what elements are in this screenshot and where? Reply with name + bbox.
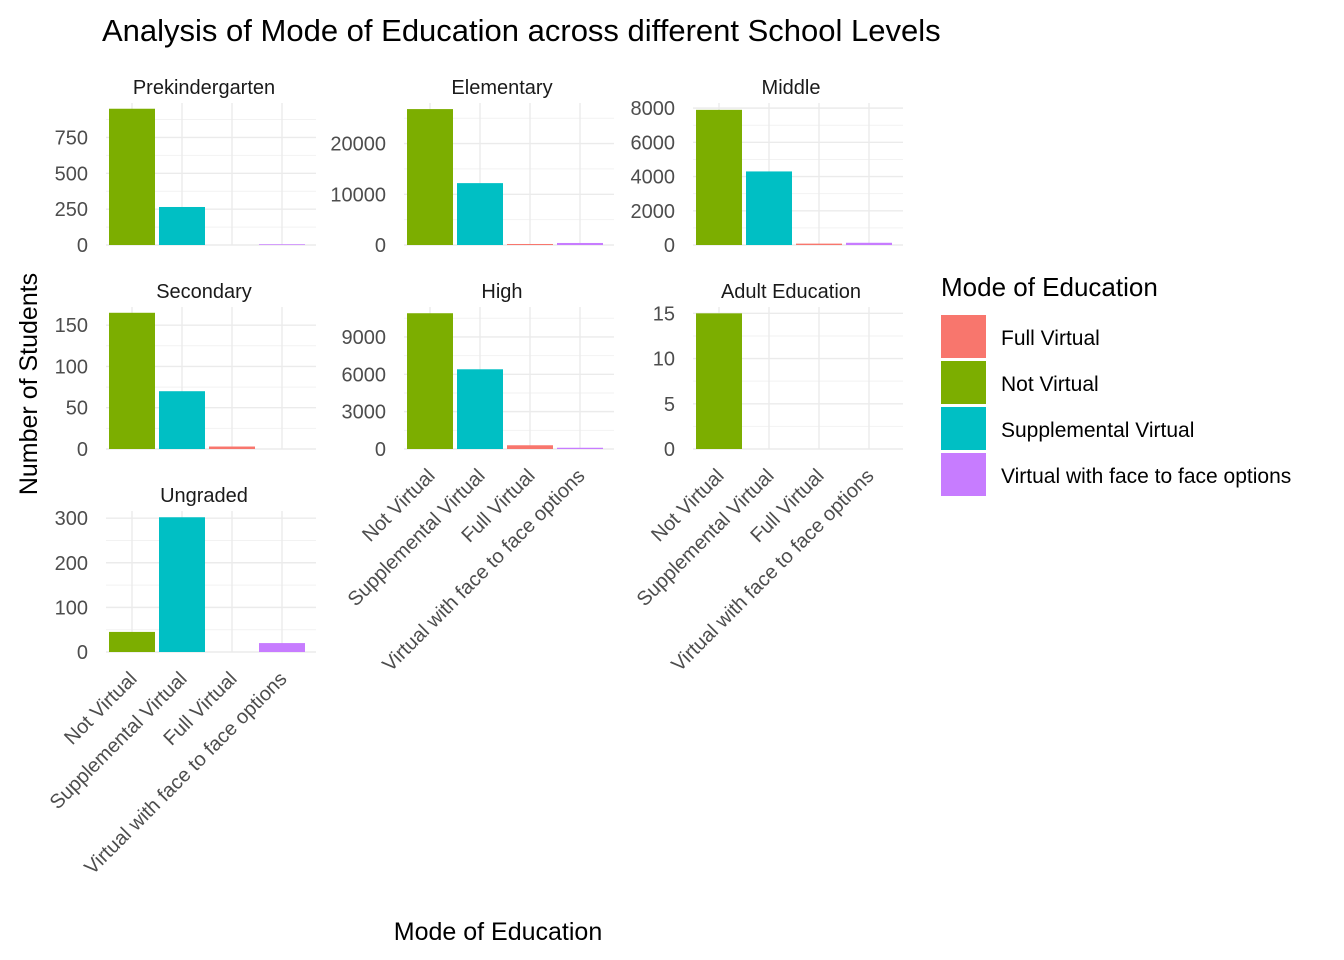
x-axis-title: Mode of Education: [394, 918, 602, 946]
legend-swatch-virtual-with-face-to-face-options: [941, 453, 986, 496]
legend-label: Virtual with face to face options: [1001, 465, 1291, 488]
y-tick-label: 8000: [631, 98, 676, 120]
y-tick-label: 250: [55, 199, 88, 221]
bar-not-virtual: [696, 313, 742, 449]
legend-title: Mode of Education: [941, 272, 1158, 302]
y-tick-label: 300: [55, 508, 88, 530]
bar-virtual-with-face-to-face-options: [259, 643, 305, 652]
bar-virtual-with-face-to-face-options: [846, 242, 892, 245]
y-tick-label: 3000: [342, 402, 387, 424]
bar-full-virtual: [507, 445, 553, 449]
bar-supplemental-virtual: [457, 183, 503, 245]
bar-not-virtual: [696, 109, 742, 245]
facet-panels: Prekindergarten0250500750Elementary01000…: [46, 77, 903, 879]
facet-prekindergarten: Prekindergarten 0 250 500 750: [55, 77, 316, 257]
facet-label: Prekindergarten: [133, 77, 275, 99]
y-tick-label: 50: [66, 398, 88, 420]
bar-supplemental-virtual: [159, 517, 205, 652]
facet-middle: Middle 0 2000 4000 6000 8000: [631, 77, 903, 257]
bar-supplemental-virtual: [457, 369, 503, 449]
bar-full-virtual: [507, 243, 553, 245]
facet-label: Secondary: [156, 281, 252, 303]
y-tick-label: 2000: [631, 201, 676, 223]
y-tick-label: 100: [55, 356, 88, 378]
bar-supplemental-virtual: [159, 391, 205, 449]
facet-label: Adult Education: [721, 281, 861, 303]
y-tick-label: 4000: [631, 167, 676, 189]
y-tick-label: 500: [55, 163, 88, 185]
legend-label: Not Virtual: [1001, 373, 1099, 396]
y-tick-label: 10: [653, 349, 675, 371]
y-tick-label: 5: [664, 394, 675, 416]
y-tick-label: 6000: [631, 132, 676, 154]
bar-not-virtual: [407, 109, 453, 245]
bar-virtual-with-face-to-face-options: [557, 447, 603, 449]
y-tick-label: 150: [55, 315, 88, 337]
bar-not-virtual: [109, 631, 155, 652]
y-tick-label: 6000: [342, 364, 387, 386]
y-tick-label: 0: [77, 439, 88, 461]
y-tick-label: 0: [664, 439, 675, 461]
facet-label: High: [481, 281, 522, 303]
bar-virtual-with-face-to-face-options: [557, 242, 603, 245]
y-axis-title: Number of Students: [15, 273, 43, 495]
facet-label: Middle: [762, 77, 821, 99]
facet-elementary: Elementary 0 10000 20000: [330, 77, 614, 257]
bar-virtual-with-face-to-face-options: [259, 244, 305, 245]
legend-swatch-supplemental-virtual: [941, 407, 986, 450]
legend-label: Supplemental Virtual: [1001, 419, 1194, 442]
facet-secondary: Secondary 0 50 100 150: [55, 281, 316, 461]
facet-label: Ungraded: [160, 485, 248, 507]
legend-swatch-full-virtual: [941, 315, 986, 358]
legend-label: Full Virtual: [1001, 327, 1100, 350]
y-tick-label: 100: [55, 597, 88, 619]
bar-full-virtual: [209, 446, 255, 449]
bar-full-virtual: [796, 243, 842, 245]
facet-label: Elementary: [451, 77, 552, 99]
bar-supplemental-virtual: [746, 171, 792, 245]
legend-swatch-not-virtual: [941, 361, 986, 404]
y-tick-label: 9000: [342, 327, 387, 349]
bar-supplemental-virtual: [159, 206, 205, 245]
bar-not-virtual: [407, 313, 453, 449]
chart-title: Analysis of Mode of Education across dif…: [102, 13, 941, 48]
y-tick-label: 750: [55, 127, 88, 149]
y-tick-label: 0: [375, 235, 386, 257]
y-tick-label: 0: [77, 642, 88, 664]
legend: Mode of Education Full Virtual Not Virtua…: [941, 272, 1291, 496]
bar-not-virtual: [109, 312, 155, 449]
y-tick-label: 20000: [330, 134, 386, 156]
y-tick-label: 10000: [330, 184, 386, 206]
y-tick-label: 0: [77, 235, 88, 257]
bar-not-virtual: [109, 108, 155, 246]
y-tick-label: 0: [375, 439, 386, 461]
y-tick-label: 200: [55, 553, 88, 575]
y-tick-label: 0: [664, 235, 675, 257]
y-tick-label: 15: [653, 303, 675, 325]
